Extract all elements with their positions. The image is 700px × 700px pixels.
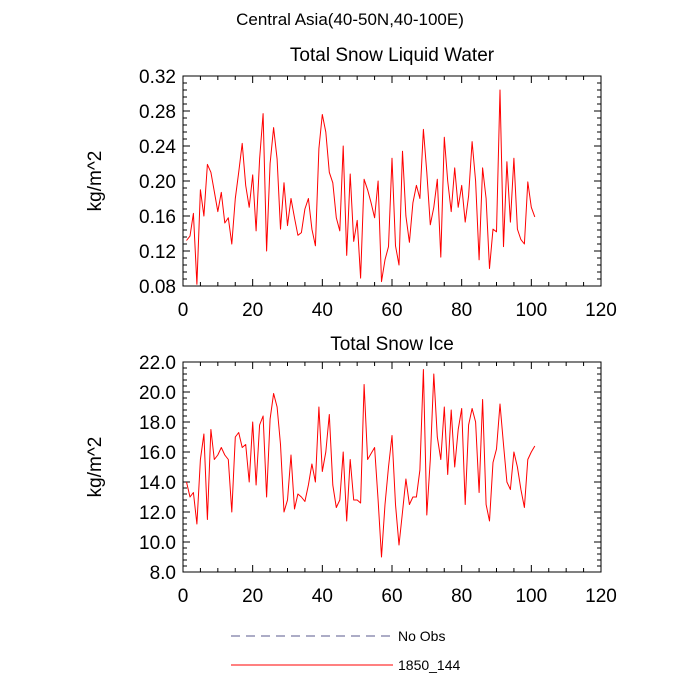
- x-tick-label: 40: [312, 586, 333, 607]
- x-tick-label: 120: [585, 300, 617, 321]
- x-tick-label: 40: [312, 300, 333, 321]
- panel-title: Total Snow Ice: [330, 334, 454, 355]
- y-tick-label: 0.24: [139, 137, 176, 158]
- x-tick-label: 20: [242, 586, 263, 607]
- y-axis-label: kg/m^2: [85, 437, 106, 498]
- legend-label: No Obs: [398, 628, 445, 644]
- x-tick-label: 80: [451, 300, 472, 321]
- figure-title: Central Asia(40-50N,40-100E): [236, 10, 464, 29]
- y-tick-label: 8.0: [150, 563, 176, 584]
- y-tick-label: 20.0: [139, 383, 176, 404]
- y-tick-label: 0.20: [139, 172, 176, 193]
- y-tick-label: 0.16: [139, 207, 176, 228]
- x-tick-label: 100: [515, 300, 547, 321]
- plot-frame: [182, 361, 602, 573]
- x-tick-label: 20: [242, 300, 263, 321]
- x-tick-label: 0: [178, 300, 189, 321]
- y-tick-label: 14.0: [139, 473, 176, 494]
- y-tick-label: 22.0: [139, 353, 176, 374]
- legend-label: 1850_144: [398, 657, 461, 673]
- x-tick-label: 60: [381, 586, 402, 607]
- series-line: [186, 369, 536, 558]
- y-tick-label: 0.08: [139, 277, 176, 298]
- panel-title: Total Snow Liquid Water: [290, 45, 495, 66]
- y-tick-label: 18.0: [139, 413, 176, 434]
- x-tick-label: 80: [451, 586, 472, 607]
- series-line: [186, 89, 536, 285]
- x-tick-label: 100: [515, 586, 547, 607]
- x-tick-label: 60: [381, 300, 402, 321]
- y-tick-label: 16.0: [139, 443, 176, 464]
- y-tick-label: 0.12: [139, 242, 176, 263]
- y-tick-label: 0.28: [139, 102, 176, 123]
- x-tick-label: 120: [585, 586, 617, 607]
- y-tick-label: 12.0: [139, 503, 176, 524]
- y-tick-label: 0.32: [139, 67, 176, 88]
- y-axis-label: kg/m^2: [85, 151, 106, 212]
- x-tick-label: 0: [178, 586, 189, 607]
- y-tick-label: 10.0: [139, 533, 176, 554]
